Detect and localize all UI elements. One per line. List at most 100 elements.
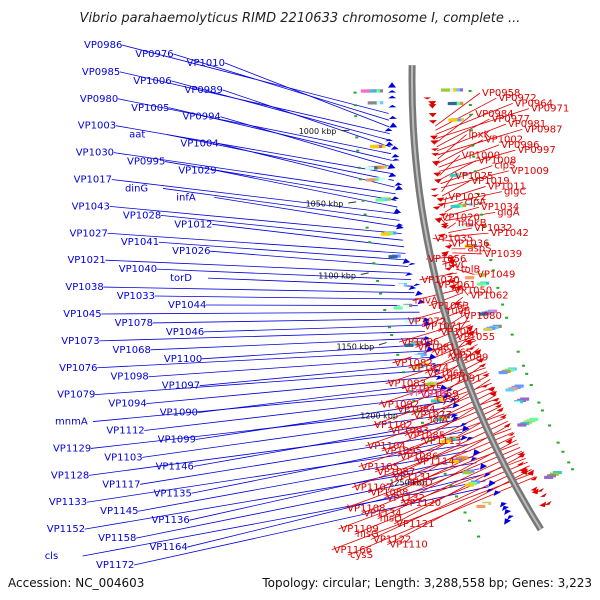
gene-label[interactable]: VP1086 (400, 451, 438, 462)
gene-label[interactable]: VP1038 (65, 282, 103, 293)
gene-label[interactable]: VP1092 (381, 399, 419, 410)
gene-label[interactable]: VP1041 (121, 237, 159, 248)
gene-label[interactable]: clpS (494, 161, 515, 172)
gene-label[interactable]: VP1004 (180, 139, 218, 150)
gene-label[interactable]: VP1055 (457, 332, 495, 343)
gene-label[interactable]: dinG (125, 183, 148, 194)
gene-label[interactable]: VP1077 (414, 410, 452, 421)
gene-label[interactable]: VP0985 (82, 67, 120, 78)
gene-label[interactable]: VP0996 (501, 140, 539, 151)
gene-label[interactable]: VP0976 (135, 49, 173, 60)
gene-label[interactable]: VP1122 (373, 534, 411, 545)
gene-label[interactable]: VP1079 (57, 390, 95, 401)
gene-label[interactable]: lolA (430, 415, 449, 426)
gene-label[interactable]: VP1098 (110, 372, 148, 383)
gene-label[interactable]: VP1046 (166, 327, 204, 338)
gene-label[interactable]: VP1064 (440, 327, 478, 338)
gene-label[interactable]: VP1035 (435, 233, 473, 244)
gene-label[interactable]: VP1022 (448, 192, 486, 203)
gene-label[interactable]: VP1080 (464, 311, 502, 322)
gene-label[interactable]: ruvB (447, 306, 470, 317)
gene-label[interactable]: VP1029 (178, 166, 216, 177)
gene-label[interactable]: VP1121 (396, 519, 434, 530)
gene-label[interactable]: VP1109 (340, 524, 378, 535)
gene-label[interactable]: VP1025 (455, 171, 493, 182)
gene-label[interactable]: VP1087 (377, 467, 415, 478)
gene-label[interactable]: VP1008 (478, 155, 516, 166)
gene-label[interactable]: VP1085 (407, 431, 445, 442)
gene-label[interactable]: glgA (497, 207, 519, 218)
gene-label[interactable]: aspS (467, 244, 491, 255)
gene-label[interactable]: VP1120 (403, 498, 441, 509)
gene-label[interactable]: VP1166 (334, 545, 372, 556)
gene-label[interactable]: VP1012 (174, 219, 212, 230)
gene-label[interactable]: VP1030 (76, 148, 114, 159)
gene-label[interactable]: VP1056 (428, 254, 466, 265)
gene-label[interactable]: VP1172 (96, 560, 134, 571)
gene-label[interactable]: VP1145 (100, 506, 138, 517)
gene-label[interactable]: bioD (410, 477, 433, 488)
gene-label[interactable]: VP1090 (160, 408, 198, 419)
gene-label[interactable]: VP1040 (119, 264, 157, 275)
gene-label[interactable]: VP1088 (370, 488, 408, 499)
gene-label[interactable]: VP1112 (106, 426, 144, 437)
gene-label[interactable]: VP0964 (515, 98, 553, 109)
gene-label[interactable]: VP0972 (498, 93, 536, 104)
gene-label[interactable]: VP1063 (431, 301, 469, 312)
gene-label[interactable]: VP0986 (84, 40, 122, 51)
gene-label[interactable]: VP1133 (49, 497, 87, 508)
gene-label[interactable]: VP1102 (374, 420, 412, 431)
gene-label[interactable]: VP0958 (482, 88, 520, 99)
gene-label[interactable]: VP1089 (450, 353, 488, 364)
gene-label[interactable]: VP1045 (63, 309, 101, 320)
gene-label[interactable]: VP1043 (72, 201, 110, 212)
gene-label[interactable]: VP1074 (411, 363, 449, 374)
gene-label[interactable]: VP1104 (367, 441, 405, 452)
gene-label[interactable]: VP1000 (462, 150, 500, 161)
gene-label[interactable]: VP0977 (492, 114, 530, 125)
gene-label[interactable]: VP1027 (70, 228, 108, 239)
gene-label[interactable]: VP1103 (104, 452, 142, 463)
gene-label[interactable]: VP0971 (531, 104, 569, 115)
gene-label[interactable]: VP1091 (443, 374, 481, 385)
gene-label[interactable]: VP1107 (354, 483, 392, 494)
gene-label[interactable]: VP1082 (394, 358, 432, 369)
gene-label[interactable]: VP1108 (347, 503, 385, 514)
gene-label[interactable]: aat (129, 130, 145, 141)
gene-label[interactable]: VP1135 (154, 488, 192, 499)
gene-label[interactable]: VP1068 (113, 345, 151, 356)
gene-label[interactable]: VP1066 (427, 368, 465, 379)
gene-label[interactable]: torD (170, 273, 192, 284)
gene-label[interactable]: VP1083 (388, 379, 426, 390)
gene-label[interactable]: VP1075 (404, 384, 442, 395)
gene-label[interactable]: VP1042 (490, 228, 528, 239)
gene-label[interactable]: VP1017 (74, 174, 112, 185)
gene-label[interactable]: VP1084 (397, 405, 435, 416)
gene-label[interactable]: VP1044 (168, 300, 206, 311)
gene-label[interactable]: VP1049 (477, 270, 515, 281)
gene-label[interactable]: VP1039 (484, 249, 522, 260)
gene-label[interactable]: VP1061 (438, 280, 476, 291)
gene-label[interactable]: VP1131 (393, 472, 431, 483)
highlighted-gene-label[interactable]: VP1048 (408, 388, 446, 399)
gene-label[interactable]: VP0995 (127, 157, 165, 168)
gene-label[interactable]: VP1050 (454, 285, 492, 296)
gene-label[interactable]: VP1095 (384, 446, 422, 457)
gene-label[interactable]: VP1113 (423, 436, 461, 447)
gene-label[interactable]: VP1134 (363, 508, 401, 519)
gene-label[interactable]: VP0997 (517, 145, 555, 156)
gene-label[interactable]: VP0994 (182, 112, 220, 123)
gene-label[interactable]: VP1032 (474, 223, 512, 234)
gene-label[interactable]: VP1132 (387, 493, 425, 504)
gene-label[interactable]: clpA (465, 197, 487, 208)
gene-label[interactable]: VP1065 (434, 348, 472, 359)
gene-label[interactable]: VP1069 (420, 389, 458, 400)
gene-label[interactable]: VP0984 (475, 109, 513, 120)
gene-label[interactable]: VP1071 (424, 322, 462, 333)
gene-label[interactable]: VP1096 (401, 337, 439, 348)
gene-label[interactable]: VP1005 (131, 103, 169, 114)
gene-label[interactable]: cysS (350, 550, 373, 561)
gene-label[interactable]: VP1076 (59, 363, 97, 374)
gene-label[interactable]: VP1026 (172, 246, 210, 257)
